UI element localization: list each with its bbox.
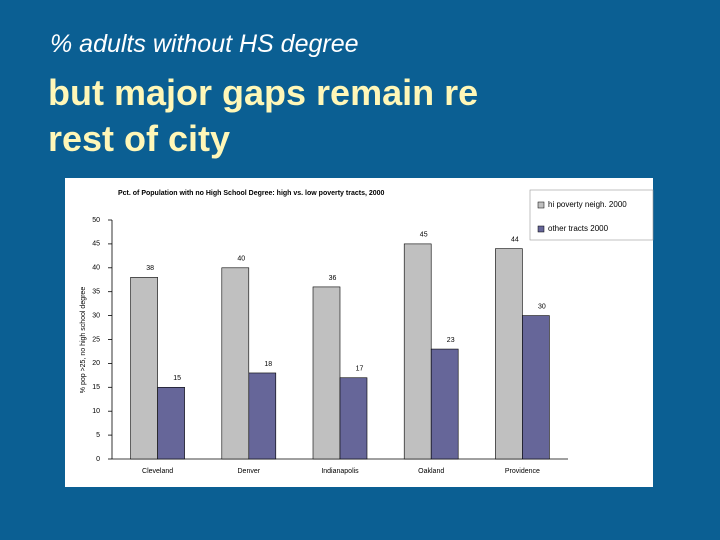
- x-tick-label: Oakland: [418, 468, 444, 475]
- value-label: 18: [264, 361, 272, 368]
- y-tick-label: 20: [92, 360, 100, 367]
- bar: [221, 267, 250, 460]
- y-tick-label: 35: [92, 289, 100, 296]
- value-label: 23: [447, 337, 455, 344]
- bar: [157, 386, 185, 460]
- y-tick-label: 25: [92, 336, 100, 343]
- value-label: 30: [538, 303, 546, 310]
- y-tick-label: 50: [92, 217, 100, 224]
- legend-box: [529, 189, 654, 241]
- y-axis-label: % pop >25, no high school degree: [80, 287, 87, 394]
- bar: [403, 243, 432, 460]
- x-tick-label: Providence: [505, 468, 540, 475]
- y-tick-label: 10: [92, 408, 100, 415]
- legend-swatch: [537, 225, 545, 233]
- value-label: 40: [237, 256, 245, 263]
- value-label: 44: [511, 237, 519, 244]
- y-tick-label: 15: [92, 384, 100, 391]
- legend-swatch: [537, 201, 545, 209]
- slide-heading: but major gaps remain re rest of city: [48, 72, 479, 159]
- value-label: 36: [329, 275, 337, 282]
- bar: [312, 286, 341, 460]
- y-tick-label: 45: [92, 241, 100, 248]
- value-label: 17: [356, 366, 364, 373]
- y-tick-label: 30: [92, 312, 100, 319]
- bar: [339, 377, 368, 460]
- chart-title: Pct. of Population with no High School D…: [118, 190, 385, 197]
- legend-label: hi poverty neigh. 2000: [548, 200, 627, 209]
- value-label: 45: [420, 232, 428, 239]
- value-label: 15: [173, 375, 181, 382]
- slide-kicker: % adults without HS degree: [50, 30, 359, 58]
- value-label: 38: [146, 265, 154, 272]
- y-tick-label: 0: [96, 456, 100, 463]
- bar: [522, 315, 550, 460]
- y-tick-label: 40: [92, 265, 100, 272]
- x-tick-label: Denver: [238, 468, 261, 475]
- legend-label: other tracts 2000: [548, 224, 609, 233]
- bar: [495, 248, 523, 460]
- x-tick-label: Indianapolis: [321, 468, 359, 475]
- bar: [430, 348, 459, 460]
- x-tick-label: Cleveland: [142, 468, 173, 475]
- bar: [130, 277, 158, 460]
- y-tick-label: 5: [96, 432, 100, 439]
- bar: [248, 372, 277, 460]
